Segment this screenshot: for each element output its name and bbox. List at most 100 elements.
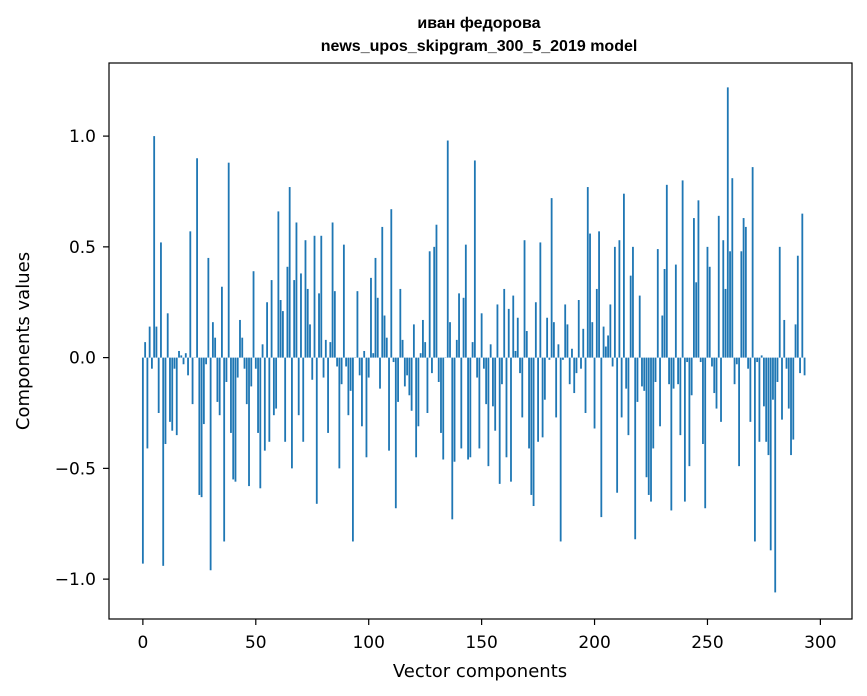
bar <box>634 357 637 540</box>
bar <box>523 240 526 358</box>
bar <box>548 357 551 360</box>
bar <box>591 322 594 358</box>
x-tick-label: 0 <box>137 633 148 653</box>
bar <box>584 357 587 413</box>
bar <box>577 300 580 358</box>
bar <box>435 224 438 358</box>
bar <box>322 357 325 378</box>
bar <box>221 286 223 358</box>
bar <box>674 264 677 358</box>
bar <box>543 357 546 400</box>
bar <box>385 337 388 358</box>
bar <box>650 357 652 502</box>
bar <box>602 326 605 358</box>
bar <box>571 348 573 358</box>
bar <box>352 357 354 542</box>
bar <box>796 255 799 358</box>
bar <box>623 193 625 358</box>
bar <box>460 357 463 449</box>
bar <box>541 357 544 438</box>
bar <box>437 357 440 382</box>
bar <box>688 357 691 467</box>
bar <box>293 280 296 358</box>
bar <box>347 357 350 416</box>
bar <box>361 357 363 427</box>
bar <box>473 160 476 358</box>
x-tick-label: 200 <box>578 633 610 653</box>
bar <box>379 357 381 389</box>
bar <box>781 357 783 420</box>
bar <box>162 357 165 566</box>
bar <box>209 357 212 571</box>
bar <box>557 344 560 358</box>
bar <box>758 357 761 442</box>
bar <box>252 271 255 358</box>
x-tick-label: 50 <box>245 633 267 653</box>
bar <box>376 297 379 358</box>
bar <box>426 357 429 413</box>
bar <box>501 357 503 385</box>
bar <box>207 257 210 358</box>
bar <box>503 288 506 358</box>
bar <box>785 357 788 369</box>
bar <box>218 357 221 416</box>
bar <box>234 357 237 482</box>
bar <box>794 324 797 358</box>
bar <box>494 357 497 431</box>
bar <box>191 357 194 405</box>
bar <box>530 357 533 495</box>
bar <box>302 357 305 442</box>
bar <box>342 244 345 358</box>
bar <box>270 280 273 358</box>
bar <box>243 357 246 369</box>
bar <box>580 357 582 369</box>
bar <box>171 357 174 431</box>
bar <box>300 273 302 358</box>
bar <box>374 257 377 358</box>
bar <box>593 357 596 429</box>
bar <box>652 357 655 449</box>
bar <box>263 357 266 451</box>
bar <box>702 357 704 444</box>
bar <box>706 246 709 358</box>
bar <box>266 302 268 358</box>
bar <box>528 357 530 449</box>
chart-subtitle: news_upos_skipgram_300_5_2019 model <box>321 38 638 55</box>
bar <box>275 357 278 409</box>
bar <box>686 357 689 363</box>
bar <box>645 357 648 478</box>
bar <box>236 357 239 378</box>
bar <box>803 357 806 376</box>
bar <box>372 353 375 358</box>
bar <box>546 317 549 358</box>
bar <box>731 178 734 358</box>
bar <box>254 357 257 369</box>
bar <box>338 357 341 469</box>
bar <box>141 357 144 564</box>
bar <box>284 357 287 442</box>
bar <box>309 324 311 358</box>
bar <box>295 222 298 358</box>
bar <box>778 246 781 358</box>
bar <box>370 277 372 358</box>
bar <box>487 357 490 467</box>
bar <box>148 326 151 358</box>
bar <box>431 357 433 374</box>
bar <box>279 300 282 358</box>
bar <box>315 357 318 504</box>
bar <box>164 357 167 444</box>
bar <box>324 339 327 358</box>
bar <box>787 357 790 409</box>
bar <box>286 266 289 358</box>
y-tick-label: 0.0 <box>69 349 96 369</box>
bar <box>216 357 219 402</box>
bar <box>539 242 542 358</box>
bar <box>521 357 524 418</box>
bar <box>146 357 149 449</box>
bar <box>419 353 422 358</box>
bar <box>214 337 217 358</box>
bar <box>742 218 745 358</box>
bar <box>537 357 539 442</box>
bar <box>428 251 431 358</box>
